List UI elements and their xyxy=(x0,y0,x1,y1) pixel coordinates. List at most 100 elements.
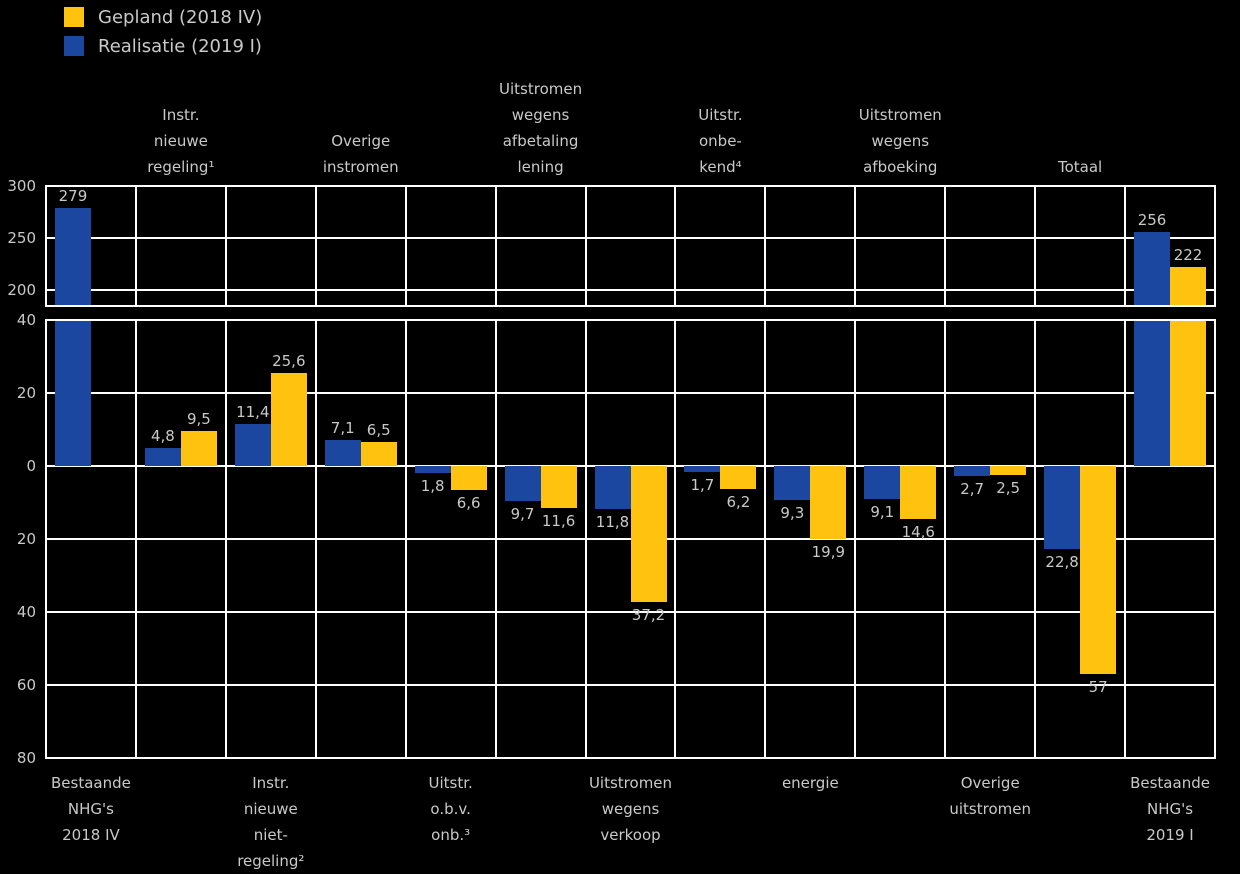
value-label-gepland: 6,5 xyxy=(366,421,391,440)
y-tick-label: 200 xyxy=(7,281,36,299)
category-label-line: NHG's xyxy=(1147,800,1194,818)
category-label-line: niet- xyxy=(253,826,288,844)
horizontal-gridline xyxy=(46,289,1215,291)
bar-realisatie-9 xyxy=(864,466,901,500)
category-label-line: Uitstromen xyxy=(588,774,673,792)
value-label-gepland: 6,6 xyxy=(456,494,481,513)
bar-gepland-8 xyxy=(810,466,847,539)
category-label-line: energie xyxy=(781,774,839,792)
bar-realisatie-10 xyxy=(954,466,991,476)
legend: Gepland (2018 IV) Realisatie (2019 I) xyxy=(64,6,262,64)
category-label-line: nieuwe xyxy=(243,800,298,818)
y-tick-label: 20 xyxy=(16,530,36,548)
category-label-line: Instr. xyxy=(162,106,200,124)
bar-realisatie-12 xyxy=(1134,320,1171,466)
value-label-gepland: 57 xyxy=(1088,678,1108,697)
value-label-realisatie: 1,8 xyxy=(420,476,445,495)
category-label-line: afboeking xyxy=(863,158,938,176)
bar-realisatie-1 xyxy=(144,448,181,466)
y-tick-label: 20 xyxy=(16,384,36,402)
horizontal-gridline xyxy=(46,611,1215,613)
value-label-gepland: 9,5 xyxy=(186,410,211,429)
value-label-realisatie: 9,7 xyxy=(510,505,535,524)
value-label-realisatie: 256 xyxy=(1137,210,1167,229)
legend-item-gepland: Gepland (2018 IV) xyxy=(64,6,262,28)
bar-gepland-1 xyxy=(180,431,217,466)
category-label-line: instromen xyxy=(322,158,399,176)
category-label-line: Uitstr. xyxy=(428,774,473,792)
vertical-gridline xyxy=(1124,186,1127,306)
value-label-realisatie: 7,1 xyxy=(330,419,355,438)
value-label-realisatie: 9,3 xyxy=(780,503,805,522)
bar-realisatie-0 xyxy=(54,320,91,466)
horizontal-gridline xyxy=(46,392,1215,394)
vertical-gridline xyxy=(584,186,587,306)
vertical-gridline xyxy=(404,186,407,306)
bar-realisatie-3 xyxy=(324,440,361,466)
category-label-line: Uitstr. xyxy=(698,106,743,124)
category-label-line: Overige xyxy=(960,774,1020,792)
category-label-line: onb.³ xyxy=(431,826,471,844)
category-label-line: lening xyxy=(517,158,564,176)
value-label-gepland: 2,5 xyxy=(996,479,1021,498)
legend-swatch-gepland-icon xyxy=(64,7,84,27)
horizontal-gridline xyxy=(46,684,1215,686)
bar-realisatie-7 xyxy=(684,466,721,473)
category-label-line: verkoop xyxy=(600,826,661,844)
vertical-gridline xyxy=(674,186,677,306)
vertical-gridline xyxy=(764,186,767,306)
category-label-line: o.b.v. xyxy=(430,800,471,818)
bar-gepland-3 xyxy=(360,442,397,466)
y-tick-label: 80 xyxy=(16,749,36,767)
value-label-realisatie: 22,8 xyxy=(1045,553,1079,572)
bar-gepland-12 xyxy=(1170,267,1207,306)
value-label-realisatie: 1,7 xyxy=(690,476,715,495)
y-tick-label: 300 xyxy=(7,177,36,195)
horizontal-gridline xyxy=(46,237,1215,239)
bar-realisatie-11 xyxy=(1044,466,1081,550)
bar-gepland-7 xyxy=(720,466,757,489)
category-label-line: wegens xyxy=(511,106,570,124)
legend-item-realisatie: Realisatie (2019 I) xyxy=(64,35,262,57)
bar-realisatie-6 xyxy=(594,466,631,510)
value-label-realisatie: 11,4 xyxy=(236,403,270,422)
category-label-line: 2019 I xyxy=(1146,826,1194,844)
category-label-line: Uitstromen xyxy=(499,80,583,98)
value-label-gepland: 19,9 xyxy=(811,542,846,561)
category-label-line: uitstromen xyxy=(949,800,1031,818)
bar-realisatie-8 xyxy=(774,466,811,500)
value-label-realisatie: 9,1 xyxy=(870,503,895,522)
value-label-gepland: 6,2 xyxy=(726,492,751,511)
value-label-realisatie: 279 xyxy=(58,186,88,205)
category-label-line: regeling² xyxy=(237,852,305,870)
category-label-line: Totaal xyxy=(1057,158,1103,176)
bar-realisatie-0 xyxy=(54,207,91,306)
vertical-gridline xyxy=(314,186,317,306)
bar-realisatie-5 xyxy=(504,466,541,502)
bar-realisatie-4 xyxy=(414,466,451,473)
bar-gepland-4 xyxy=(450,466,487,491)
bar-gepland-10 xyxy=(990,466,1027,476)
category-label-line: onbe- xyxy=(698,132,742,150)
vertical-gridline xyxy=(854,186,857,306)
y-tick-label: 40 xyxy=(16,311,36,329)
category-label-line: Instr. xyxy=(252,774,290,792)
category-label-line: 2018 IV xyxy=(62,826,120,844)
category-label-line: nieuwe xyxy=(153,132,208,150)
category-label-line: NHG's xyxy=(67,800,114,818)
legend-label-realisatie: Realisatie (2019 I) xyxy=(98,35,262,57)
category-label-line: Bestaande xyxy=(51,774,131,792)
vertical-gridline xyxy=(494,186,497,306)
vertical-gridline xyxy=(134,186,137,306)
legend-swatch-realisatie-icon xyxy=(64,36,84,56)
vertical-gridline xyxy=(1034,186,1037,306)
bar-gepland-12 xyxy=(1170,320,1207,466)
legend-label-gepland: Gepland (2018 IV) xyxy=(98,6,263,28)
y-tick-label: 40 xyxy=(16,603,36,621)
bar-gepland-6 xyxy=(630,466,667,602)
bar-realisatie-2 xyxy=(234,424,271,466)
category-label-line: afbetaling xyxy=(502,132,579,150)
bar-gepland-9 xyxy=(900,466,937,520)
